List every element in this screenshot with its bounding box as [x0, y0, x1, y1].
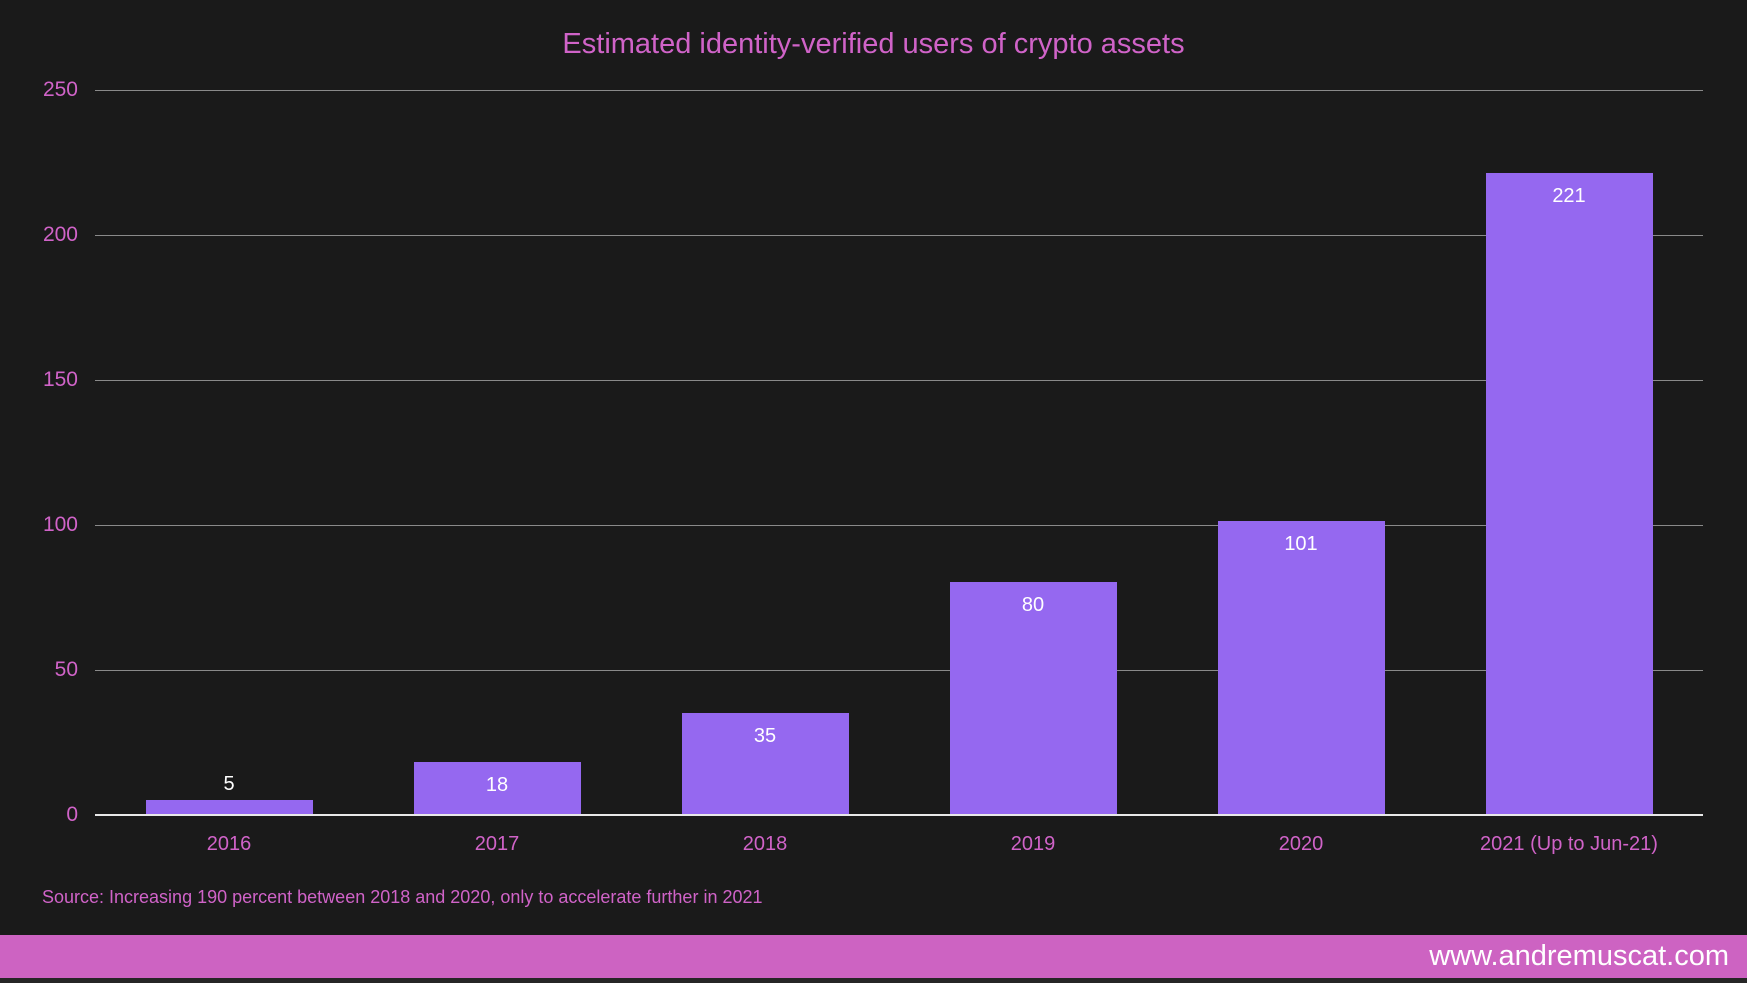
y-axis: 0 50 100 150 200 250: [0, 0, 78, 983]
x-tick-label-2016: 2016: [206, 833, 252, 855]
bar-value-label-2020: 101: [1284, 533, 1318, 556]
gridline-250: [95, 90, 1703, 91]
x-tick-label-2018: 2018: [742, 833, 788, 855]
y-tick-label-250: 250: [42, 78, 78, 101]
gridline-50: [95, 670, 1703, 671]
y-tick-label-50: 50: [54, 658, 78, 681]
source-note: Source: Increasing 190 percent between 2…: [42, 887, 763, 907]
y-tick-label-150: 150: [42, 368, 78, 391]
bar-value-label-2019: 80: [1021, 594, 1045, 616]
bar-2016: 5: [145, 773, 313, 814]
bar-value-label-2021 (Up to Jun-21): 221: [1552, 185, 1586, 208]
footer-bar: www.andremuscat.com: [0, 935, 1747, 978]
x-axis-line: [95, 814, 1703, 816]
y-tick-label-200: 200: [42, 223, 78, 246]
bar-2018: 35: [681, 712, 849, 814]
bar-value-label-2017: 18: [485, 773, 509, 796]
footer-bottom-strip: [0, 978, 1747, 983]
chart-title: Estimated identity-verified users of cry…: [562, 28, 1185, 60]
x-axis: 2016 2017 2018 2019 2020 2021 (Up to Jun-21): [95, 831, 1703, 857]
y-tick-label-100: 100: [42, 513, 78, 536]
x-tick-label-2019: 2019: [1010, 833, 1056, 855]
bar-value-label-2016: 5: [223, 772, 235, 795]
x-tick-label-2017: 2017: [474, 833, 520, 855]
x-tick-label-2020: 2020: [1278, 833, 1324, 855]
bar-2021 (Up to Jun-21): 221: [1485, 173, 1653, 814]
gridline-150: [95, 380, 1703, 381]
plot-area: 5 18 35 80 101 221: [95, 90, 1703, 816]
bar-2019: 80: [949, 582, 1117, 814]
y-tick-label-0: 0: [66, 803, 78, 826]
gridline-200: [95, 235, 1703, 236]
bar-2017: 18: [413, 761, 581, 814]
gridline-100: [95, 525, 1703, 526]
bar-2020: 101: [1217, 521, 1385, 814]
x-tick-label-2021 (Up to Jun-21): 2021 (Up to Jun-21): [1480, 833, 1658, 855]
bar-value-label-2018: 35: [753, 724, 777, 747]
footer-website-text: www.andremuscat.com: [1429, 940, 1729, 972]
